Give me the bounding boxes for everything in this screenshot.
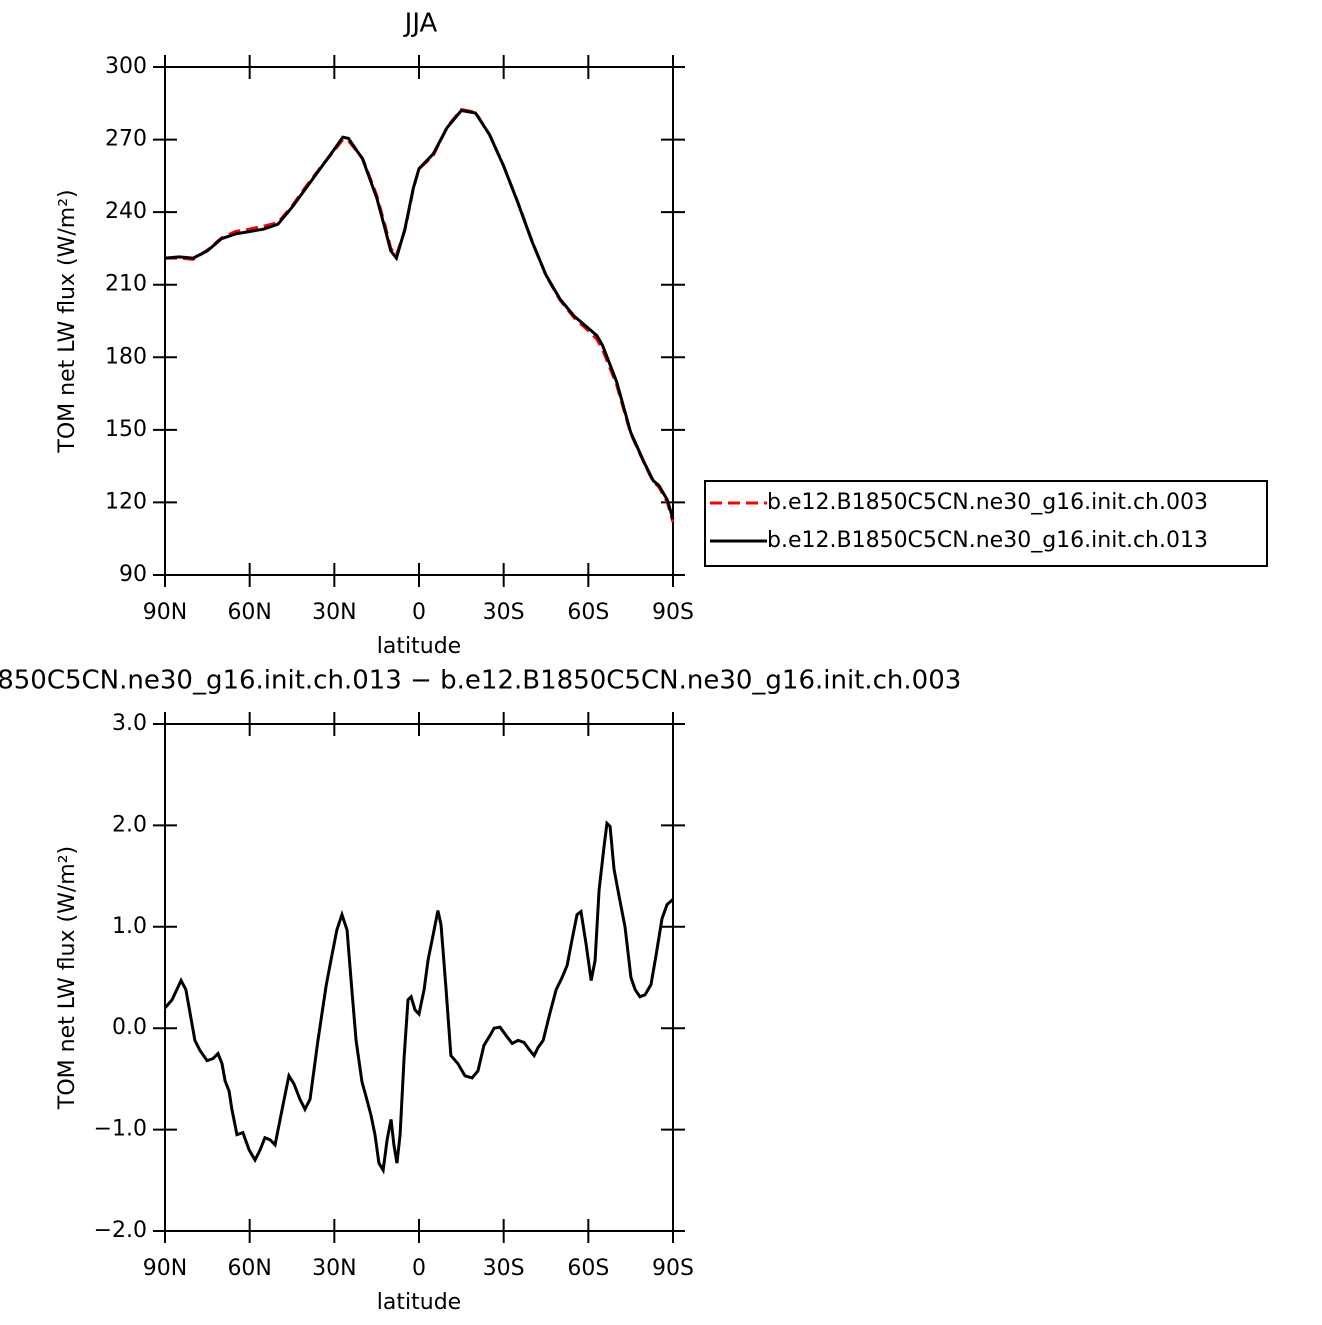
y-tick-label: 150 bbox=[105, 417, 147, 442]
x-tick-label: 0 bbox=[412, 600, 426, 625]
legend-label: b.e12.B1850C5CN.ne30_g16.init.ch.013 bbox=[767, 528, 1208, 553]
x-tick-label: 90S bbox=[652, 600, 694, 625]
plot-frame bbox=[164, 723, 674, 1232]
x-tick-label: 60N bbox=[227, 600, 271, 625]
y-tick-label: 3.0 bbox=[112, 711, 147, 736]
y-tick-label: 300 bbox=[105, 54, 147, 79]
y-tick-label: 1.0 bbox=[112, 914, 147, 939]
x-tick-label: 90N bbox=[143, 1256, 187, 1281]
chart-title: b.e12.B1850C5CN.ne30_g16.init.ch.013 − b… bbox=[0, 666, 961, 696]
x-axis-label: latitude bbox=[377, 1290, 461, 1315]
x-tick-label: 60S bbox=[567, 600, 609, 625]
y-tick-label: 120 bbox=[105, 489, 147, 514]
data-line bbox=[163, 820, 674, 1175]
x-tick-label: 0 bbox=[412, 1256, 426, 1281]
x-tick-label: 90S bbox=[652, 1256, 694, 1281]
plot-frame bbox=[164, 66, 674, 576]
y-tick-label: 0.0 bbox=[112, 1015, 147, 1040]
y-tick-label: −2.0 bbox=[94, 1218, 147, 1243]
x-tick-label: 30N bbox=[312, 1256, 356, 1281]
data-line bbox=[164, 108, 675, 520]
y-tick-label: 210 bbox=[105, 272, 147, 297]
x-tick-label: 30N bbox=[312, 600, 356, 625]
x-tick-label: 60N bbox=[227, 1256, 271, 1281]
y-tick-label: 270 bbox=[105, 127, 147, 152]
legend-label: b.e12.B1850C5CN.ne30_g16.init.ch.003 bbox=[767, 490, 1208, 515]
x-axis-label: latitude bbox=[377, 634, 461, 659]
y-tick-label: 90 bbox=[119, 562, 147, 587]
y-tick-label: 2.0 bbox=[112, 812, 147, 837]
x-tick-label: 90N bbox=[143, 600, 187, 625]
x-tick-label: 30S bbox=[483, 600, 525, 625]
y-axis-label: TOM net LW flux (W/m²) bbox=[55, 846, 80, 1110]
x-tick-label: 60S bbox=[567, 1256, 609, 1281]
x-tick-label: 30S bbox=[483, 1256, 525, 1281]
legend-box bbox=[704, 480, 1268, 567]
y-axis-label: TOM net LW flux (W/m²) bbox=[55, 189, 80, 453]
y-tick-label: 180 bbox=[105, 344, 147, 369]
y-tick-label: −1.0 bbox=[94, 1117, 147, 1142]
y-tick-label: 240 bbox=[105, 199, 147, 224]
chart-title: JJA bbox=[403, 9, 438, 39]
